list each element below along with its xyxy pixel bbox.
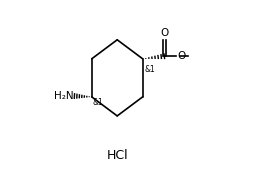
Text: O: O [160,28,168,38]
Text: &1: &1 [93,98,103,107]
Text: O: O [177,51,185,61]
Text: H₂N: H₂N [54,91,73,101]
Text: HCl: HCl [106,149,128,162]
Text: &1: &1 [144,65,155,74]
